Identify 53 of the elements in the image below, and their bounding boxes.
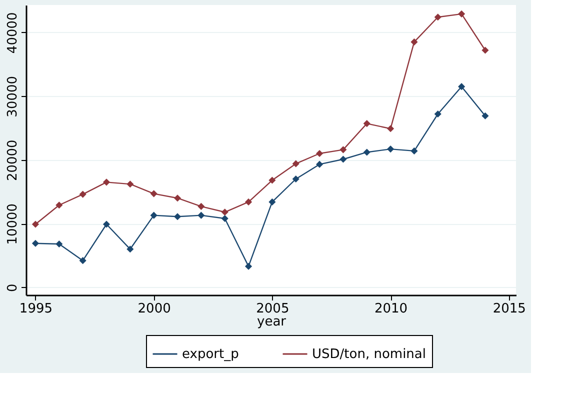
point xyxy=(32,240,40,247)
x-tick-label: 2010 xyxy=(374,302,408,316)
x-tick-label: 2015 xyxy=(492,302,526,316)
point xyxy=(79,257,86,264)
y-tick-label: 0 xyxy=(6,284,20,292)
point xyxy=(221,208,228,216)
point xyxy=(79,190,86,198)
y-tick-label: 20000 xyxy=(6,140,20,182)
point xyxy=(174,213,182,220)
point xyxy=(292,160,300,168)
point xyxy=(174,194,182,202)
point xyxy=(458,83,466,90)
point xyxy=(198,212,205,219)
x-tick-label: 2005 xyxy=(256,302,290,316)
point xyxy=(198,202,205,210)
point xyxy=(387,125,394,132)
point xyxy=(363,120,370,128)
point xyxy=(102,220,110,228)
y-tick-label: 30000 xyxy=(6,76,20,118)
x-axis-title: year xyxy=(256,314,287,330)
point xyxy=(56,202,63,209)
point xyxy=(410,147,418,154)
point xyxy=(434,110,442,118)
point xyxy=(340,146,347,154)
point xyxy=(363,148,370,156)
point xyxy=(292,175,300,183)
y-tick-label: 40000 xyxy=(6,12,20,54)
point xyxy=(340,156,347,163)
x-tick-label: 2000 xyxy=(138,302,171,316)
point xyxy=(482,112,489,120)
legend-label: export_p xyxy=(182,347,239,362)
point xyxy=(268,198,276,206)
point xyxy=(387,146,394,153)
point xyxy=(150,190,158,198)
point xyxy=(126,246,134,253)
point xyxy=(482,46,489,54)
point xyxy=(221,214,228,222)
point xyxy=(56,240,63,248)
point xyxy=(150,212,158,219)
point xyxy=(126,180,134,188)
point xyxy=(32,220,40,228)
point xyxy=(244,262,252,270)
point xyxy=(244,198,252,206)
point xyxy=(316,160,324,168)
point xyxy=(410,38,418,46)
legend-label: USD/ton, nominal xyxy=(312,347,426,362)
point xyxy=(458,10,466,18)
y-tick-label: 10000 xyxy=(6,203,20,245)
point xyxy=(316,150,324,158)
x-tick-label: 1995 xyxy=(19,302,53,316)
point xyxy=(434,14,442,21)
point xyxy=(102,178,110,186)
point xyxy=(268,176,276,184)
